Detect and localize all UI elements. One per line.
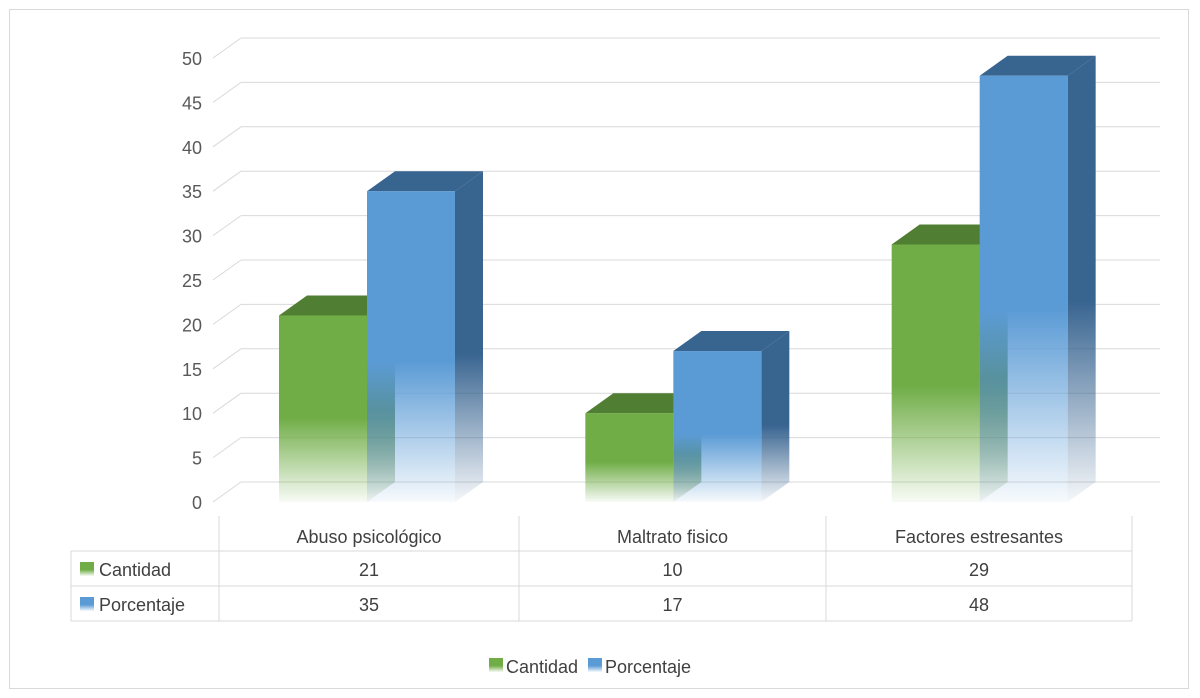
y-tick-label: 10 <box>182 404 202 424</box>
table-value: 48 <box>969 595 989 615</box>
y-tick-label: 0 <box>192 493 202 513</box>
bar-top-face <box>891 224 1008 245</box>
legend-key <box>489 658 503 672</box>
gridline-slant <box>212 303 242 325</box>
table-value: 35 <box>359 595 379 615</box>
bar-porcentaje-2 <box>979 55 1096 502</box>
y-tick-label: 5 <box>192 449 202 469</box>
y-tick-label: 30 <box>182 227 202 247</box>
data-table: Abuso psicológico Maltrato fisico Factores… <box>70 516 1133 622</box>
table-legend-key <box>80 562 94 576</box>
table-value: 21 <box>359 560 379 580</box>
bars <box>279 55 1096 503</box>
bar-front-face <box>891 244 980 503</box>
bar-top-face <box>279 295 395 316</box>
gridline-slant <box>212 348 242 370</box>
y-tick-label: 25 <box>182 271 202 291</box>
table-legend-key <box>80 597 94 611</box>
table-value: 10 <box>662 560 682 580</box>
gridline-slant <box>212 126 242 148</box>
gridline-slant <box>212 215 242 237</box>
bar-top-face <box>367 171 483 192</box>
table-value: 29 <box>969 560 989 580</box>
category-label: Maltrato fisico <box>617 527 728 547</box>
y-tick-label: 40 <box>182 138 202 158</box>
bar-porcentaje-0 <box>367 171 483 502</box>
y-tick-label: 45 <box>182 93 202 113</box>
y-axis-ticks: 0 5 10 15 20 25 30 35 40 45 50 <box>182 49 202 513</box>
bar-porcentaje-1 <box>673 331 790 502</box>
series-label: Cantidad <box>99 560 171 580</box>
legend-label: Cantidad <box>506 657 578 677</box>
category-label: Abuso psicológico <box>296 527 441 547</box>
series-label: Porcentaje <box>99 595 185 615</box>
gridline-slant <box>212 481 242 503</box>
bar-top-face <box>673 331 790 352</box>
category-label: Factores estresantes <box>895 527 1063 547</box>
bar-side-face <box>1067 55 1096 502</box>
table-value: 17 <box>662 595 682 615</box>
bar-top-face <box>585 393 702 414</box>
gridline-slant <box>212 392 242 414</box>
legend: Cantidad Porcentaje <box>489 657 691 677</box>
gridline-slant <box>212 170 242 192</box>
bar-front-face <box>979 75 1068 502</box>
gridline-slant <box>212 259 242 281</box>
bar-front-face <box>585 413 674 502</box>
y-tick-label: 15 <box>182 360 202 380</box>
bar-front-face <box>279 315 367 502</box>
bar-side-face <box>761 331 790 502</box>
gridline-slant <box>212 81 242 103</box>
legend-key <box>588 658 602 672</box>
y-tick-label: 20 <box>182 315 202 335</box>
y-tick-label: 35 <box>182 182 202 202</box>
bar-front-face <box>673 351 762 502</box>
bar-top-face <box>979 55 1096 76</box>
y-tick-label: 50 <box>182 49 202 69</box>
gridline-slant <box>212 437 242 459</box>
gridline-slant <box>212 37 242 59</box>
bar-front-face <box>367 191 455 502</box>
bar-side-face <box>455 171 483 502</box>
legend-label: Porcentaje <box>605 657 691 677</box>
